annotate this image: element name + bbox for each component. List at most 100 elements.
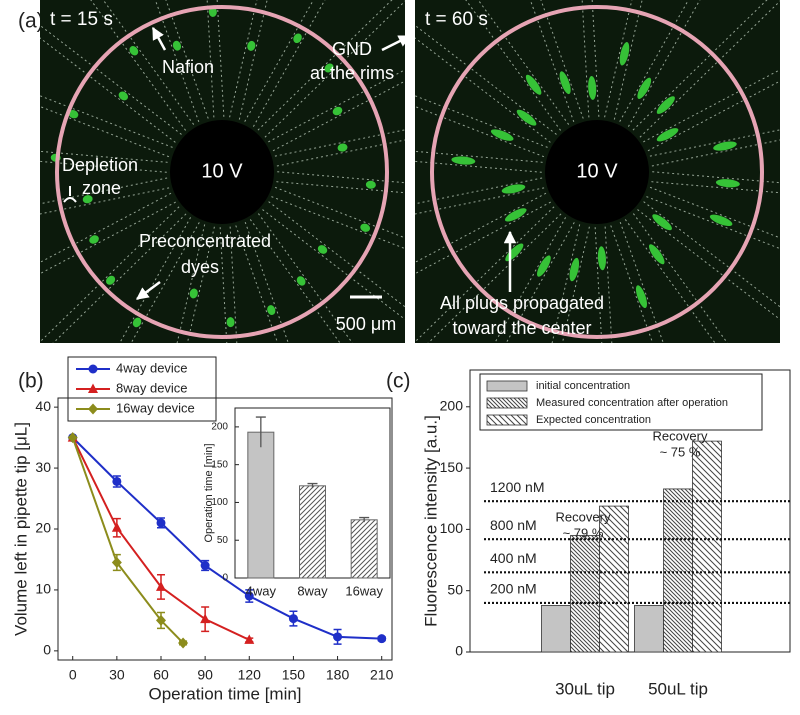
bar	[350, 519, 378, 579]
x-tick-label: 16way	[345, 583, 383, 598]
channel-wall	[632, 0, 768, 131]
dye-plug	[490, 129, 514, 141]
bar	[570, 535, 600, 653]
panel-label: (c)	[386, 370, 411, 393]
x-tick-label: 4way	[246, 583, 277, 598]
bar	[541, 605, 571, 653]
dye-plug	[619, 42, 630, 66]
x-tick-label: 150	[282, 667, 306, 683]
dye-plug	[129, 46, 139, 56]
x-tick-label: 50uL tip	[648, 679, 708, 698]
legend-label: 8way device	[116, 380, 188, 395]
rim	[55, 5, 389, 339]
arrow	[151, 26, 167, 51]
channel-wall	[415, 24, 557, 135]
marker	[67, 432, 78, 444]
x-tick-label: 180	[326, 667, 350, 683]
y-tick-label: 150	[440, 459, 464, 475]
marker	[111, 522, 122, 532]
channel-wall	[40, 24, 182, 135]
y-tick-label: 100	[211, 497, 228, 508]
dye-plug	[597, 246, 606, 271]
image-annotation: Preconcentrated	[139, 231, 271, 251]
arrow	[381, 34, 412, 52]
dye-plug	[501, 184, 526, 194]
dye-plug	[317, 245, 328, 254]
dye-plug	[267, 305, 276, 315]
y-tick-label: 0	[455, 643, 463, 659]
channel-wall	[637, 209, 780, 321]
image-annotation: zone	[82, 178, 121, 198]
channel-wall	[427, 213, 562, 343]
y-tick-label: 30	[35, 459, 51, 475]
channel-wall	[643, 201, 780, 308]
y-tick-label: 10	[35, 581, 51, 597]
image-annotation: All plugs propagated	[440, 293, 604, 313]
center-label: 10 V	[576, 160, 618, 182]
y-tick-label: 50	[447, 581, 463, 597]
dye-plug	[226, 317, 235, 328]
dye-plug	[172, 40, 182, 51]
marker	[178, 637, 189, 649]
series-line	[72, 436, 382, 640]
bar	[599, 505, 629, 653]
bar	[663, 488, 693, 653]
y-tick-label: 40	[35, 398, 51, 414]
y-tick-label: 50	[217, 535, 229, 546]
channel-wall	[40, 37, 176, 143]
dye-plug	[82, 195, 93, 204]
y-tick-label: 20	[35, 520, 51, 536]
reference-label: 800 nM	[490, 517, 537, 533]
annotation: Recovery	[556, 509, 611, 524]
scale-bar-label: 500 μm	[336, 314, 396, 334]
center-electrode	[170, 120, 274, 224]
legend-label: 16way device	[116, 400, 195, 415]
dye-plug	[715, 179, 740, 188]
dye-plug	[106, 275, 116, 285]
y-tick-label: 0	[43, 642, 51, 658]
bar	[299, 485, 326, 579]
image-annotation: GND	[332, 39, 372, 59]
y-tick-label: 200	[211, 422, 228, 433]
marker	[155, 581, 166, 591]
time-label: t = 15 s	[50, 9, 113, 30]
y-axis-label: Fluorescence intensity [a.u.]	[421, 415, 440, 627]
dye-plug	[569, 257, 580, 282]
image-annotation: Nafion	[162, 57, 214, 77]
marker	[288, 614, 298, 624]
bar	[692, 440, 722, 653]
dye-plug	[293, 33, 302, 44]
depletion-mark	[63, 186, 77, 203]
marker	[333, 632, 343, 642]
bar	[634, 605, 664, 653]
x-tick-label: 30uL tip	[555, 679, 615, 698]
dye-plug	[132, 317, 142, 328]
dye-plug	[296, 276, 306, 286]
image-annotation: dyes	[181, 257, 219, 277]
channel-wall	[262, 209, 405, 321]
marker	[88, 403, 98, 415]
x-tick-label: 90	[197, 667, 213, 683]
dye-plug	[525, 74, 542, 95]
y-axis-label: Volume left in pipette tip [μL]	[11, 422, 30, 636]
y-tick-label: 100	[440, 520, 464, 536]
bar	[247, 431, 275, 579]
image-panel	[415, 0, 780, 343]
image-annotation: at the rims	[310, 63, 394, 83]
channel-wall	[415, 37, 551, 143]
y-tick-label: 200	[440, 397, 464, 413]
legend-swatch	[486, 414, 528, 426]
dye-plug	[189, 288, 198, 299]
channel-wall	[415, 206, 555, 343]
marker	[377, 634, 387, 644]
center-electrode	[545, 120, 649, 224]
marker	[88, 383, 98, 393]
panel-label: (b)	[18, 370, 44, 393]
channel-wall	[40, 206, 180, 343]
dye-plug	[337, 143, 348, 152]
x-tick-label: 60	[153, 667, 169, 683]
series-line	[71, 437, 184, 644]
dye-plug	[360, 223, 371, 232]
rim	[430, 5, 764, 339]
